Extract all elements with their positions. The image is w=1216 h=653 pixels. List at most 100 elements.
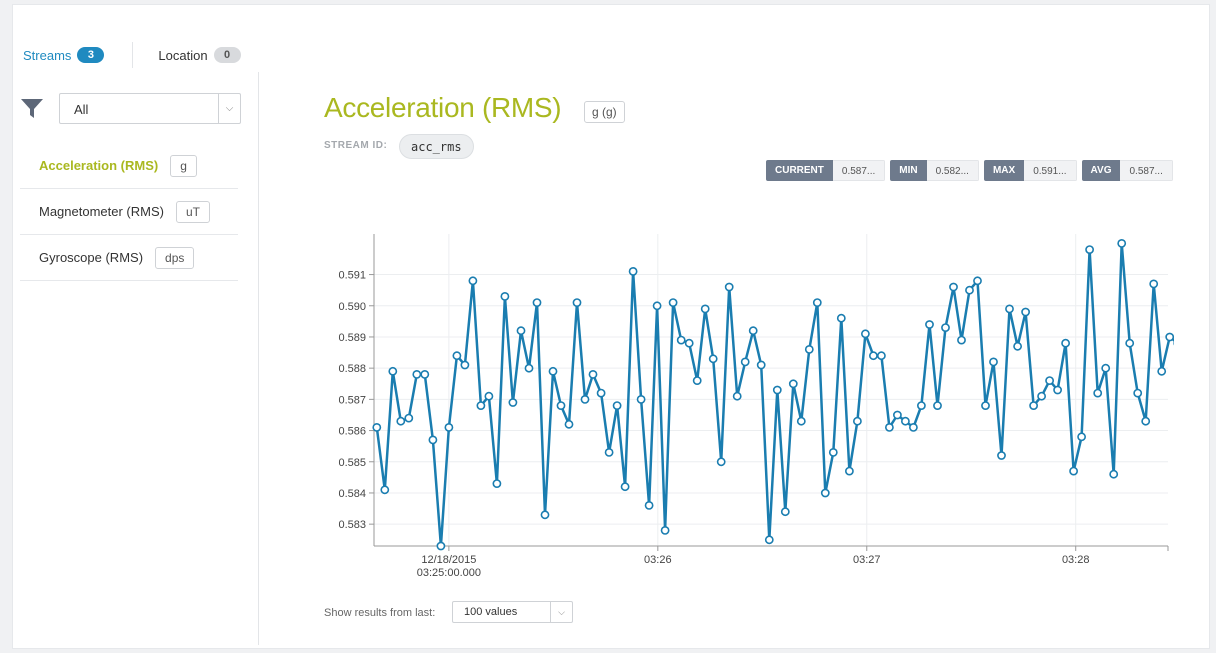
tab-streams-label: Streams xyxy=(23,47,72,63)
data-point xyxy=(532,298,542,307)
stat-min-value: 0.582... xyxy=(926,160,979,181)
stat-avg-value: 0.587... xyxy=(1120,160,1173,181)
stream-unit-chip: g xyxy=(170,154,197,177)
data-point xyxy=(468,276,478,286)
y-tick-label: 0.585 xyxy=(338,457,366,469)
data-point xyxy=(692,376,702,385)
data-point xyxy=(1029,401,1038,410)
data-point xyxy=(853,416,862,426)
y-tick-label: 0.584 xyxy=(338,488,366,500)
data-point xyxy=(941,323,950,332)
results-range-label: Show results from last: xyxy=(324,607,436,619)
tab-location[interactable]: Location 0 xyxy=(158,47,241,63)
data-point xyxy=(1109,469,1119,479)
data-point xyxy=(564,419,574,429)
data-point xyxy=(869,351,878,361)
stream-unit-chip: uT xyxy=(175,200,210,223)
tab-location-count: 0 xyxy=(213,47,241,63)
stat-current-value: 0.587... xyxy=(832,160,886,181)
data-point xyxy=(1021,307,1030,317)
y-tick-label: 0.589 xyxy=(338,332,366,344)
data-point xyxy=(997,451,1006,460)
y-tick-label: 0.586 xyxy=(338,426,366,438)
data-point xyxy=(492,479,502,488)
data-point xyxy=(460,360,470,370)
data-point xyxy=(436,541,446,551)
sidebar-divider xyxy=(258,72,259,645)
x-tick-label: 03:28 xyxy=(1062,554,1090,566)
stream-filter-value: All xyxy=(74,102,89,117)
data-point xyxy=(885,422,894,432)
data-point xyxy=(1133,388,1143,398)
stat-min: MIN 0.582... xyxy=(890,160,979,181)
tab-bar: Streams 3 Location 0 xyxy=(23,40,241,70)
data-point xyxy=(628,267,638,276)
data-point xyxy=(1157,366,1167,376)
page-title: Acceleration (RMS) xyxy=(324,92,562,123)
stream-item-label: Gyroscope (RMS) xyxy=(39,250,144,265)
stream-item-gyroscope[interactable]: Gyroscope (RMS) dps xyxy=(20,235,238,281)
data-point xyxy=(372,422,382,432)
chevron-down-icon: ⌵ xyxy=(218,94,240,123)
data-point xyxy=(676,335,686,345)
data-point xyxy=(1093,388,1103,398)
data-point xyxy=(893,410,902,420)
data-point xyxy=(788,379,798,389)
data-point xyxy=(724,282,734,292)
title-unit-chip: g (g) xyxy=(584,101,625,123)
stat-current-key: CURRENT xyxy=(766,160,833,181)
data-point xyxy=(380,485,390,495)
data-point xyxy=(836,313,846,323)
stream-item-magnetometer[interactable]: Magnetometer (RMS) uT xyxy=(20,189,238,235)
stream-item-acceleration[interactable]: Acceleration (RMS) g xyxy=(20,143,238,189)
data-point xyxy=(420,369,430,379)
results-limit-select[interactable]: 100 values ⌵ xyxy=(452,601,573,623)
data-point xyxy=(1085,245,1094,254)
data-point xyxy=(1117,238,1127,248)
data-point xyxy=(396,416,406,426)
data-point xyxy=(1037,391,1046,401)
data-point xyxy=(965,285,974,295)
data-point xyxy=(524,363,534,373)
data-point xyxy=(388,366,398,376)
data-point xyxy=(901,416,910,426)
data-point xyxy=(620,482,630,492)
tab-streams[interactable]: Streams 3 xyxy=(23,47,105,63)
data-point xyxy=(917,401,926,410)
data-point xyxy=(604,447,614,457)
y-tick-label: 0.588 xyxy=(338,363,366,375)
data-point xyxy=(756,360,766,370)
x-tick-label: 03:25:00.000 xyxy=(417,567,481,579)
data-point xyxy=(925,320,934,329)
data-point xyxy=(981,401,990,410)
stats-bar: CURRENT 0.587... MIN 0.582... MAX 0.591.… xyxy=(766,160,1178,181)
data-point xyxy=(740,357,750,367)
data-point xyxy=(716,457,726,467)
data-point xyxy=(1069,466,1078,476)
stat-max-key: MAX xyxy=(983,160,1025,181)
data-point xyxy=(684,338,694,348)
filter-icon[interactable] xyxy=(20,98,44,120)
data-point xyxy=(428,435,438,445)
y-tick-label: 0.590 xyxy=(338,301,366,313)
data-point xyxy=(476,401,486,410)
x-tick-label: 03:27 xyxy=(853,554,881,566)
tab-separator xyxy=(132,42,134,68)
data-point xyxy=(612,401,622,410)
data-point xyxy=(861,329,870,339)
data-point xyxy=(516,326,526,336)
data-point xyxy=(1077,432,1086,442)
data-point xyxy=(412,369,422,379)
stream-filter-select[interactable]: All ⌵ xyxy=(59,93,241,124)
data-point xyxy=(1141,416,1151,426)
data-point xyxy=(804,345,814,354)
results-limit-value: 100 values xyxy=(464,606,518,618)
stat-max: MAX 0.591... xyxy=(983,160,1077,181)
data-point xyxy=(548,366,558,376)
stream-line-chart[interactable]: 0.583 0.584 0.585 0.586 0.587 0.588 0.589 0.590… xyxy=(324,226,1174,582)
data-point xyxy=(812,298,822,307)
data-point xyxy=(957,335,966,345)
data-point xyxy=(588,369,598,379)
data-point xyxy=(572,298,582,307)
data-point xyxy=(700,304,710,314)
